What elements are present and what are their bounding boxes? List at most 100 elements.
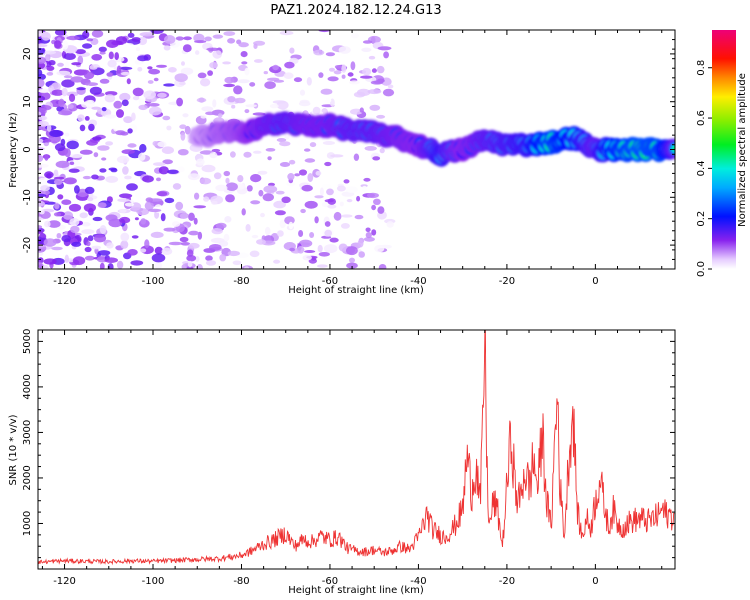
spectrogram-noise-blob [258, 189, 264, 197]
spectrogram-noise-blob [238, 42, 249, 48]
spectrogram-noise-blob [46, 72, 54, 76]
spectrogram-noise-blob [58, 110, 72, 116]
spectrogram-noise-blob [182, 113, 189, 118]
spectrogram-x-axis-label: Height of straight line (km) [288, 285, 424, 296]
spectrogram-noise-blob [79, 149, 93, 155]
spectrogram-noise-blob [268, 33, 275, 38]
spectrogram-noise-blob [294, 173, 301, 177]
spectrogram-noise-blob [327, 204, 337, 209]
spectrogram-noise-blob [279, 30, 294, 36]
spectrogram-noise-blob [273, 79, 285, 83]
spectrogram-noise-blob [148, 106, 162, 116]
spectrogram-noise-blob [353, 153, 360, 161]
spectrogram-noise-blob [43, 238, 57, 247]
spectrogram-noise-blob [115, 36, 128, 45]
spectrogram-noise-blob [206, 47, 220, 51]
spectrogram-noise-blob [54, 178, 63, 186]
spectrogram-noise-blob [144, 201, 154, 211]
spectrogram-noise-blob [120, 240, 129, 249]
spectrogram-noise-blob [274, 210, 286, 216]
y-tick-label: 2000 [22, 465, 33, 490]
spectrogram-noise-blob [179, 81, 186, 86]
figure-title: PAZ1.2024.182.12.24.G13 [270, 3, 441, 18]
spectrogram-noise-blob [309, 142, 317, 148]
spectrogram-noise-blob [74, 250, 83, 256]
spectrogram-noise-blob [79, 212, 88, 219]
spectrogram-noise-blob [279, 219, 286, 229]
spectrogram-noise-blob [205, 260, 217, 266]
spectrogram-noise-blob [62, 40, 69, 50]
spectrogram-noise-blob [324, 229, 333, 237]
spectrogram-noise-blob [69, 218, 80, 226]
spectrogram-noise-blob [267, 156, 272, 161]
spectrogram-noise-blob [325, 98, 332, 103]
spectrogram-noise-blob [84, 246, 92, 253]
spectrogram-noise-blob [249, 250, 260, 258]
spectrogram-noise-blob [370, 80, 384, 85]
spectrogram-noise-blob [188, 242, 200, 249]
spectrogram-noise-blob [147, 208, 162, 213]
spectrogram-noise-blob [358, 251, 366, 258]
y-tick-label: 5000 [22, 329, 33, 354]
spectrogram-noise-blob [223, 31, 236, 36]
spectrogram-noise-blob [58, 98, 65, 108]
spectrogram-noise-blob [101, 107, 107, 112]
spectrogram-noise-blob [177, 149, 189, 156]
spectrogram-noise-blob [77, 114, 85, 122]
spectrogram-noise-blob [204, 36, 212, 42]
spectrogram-noise-blob [317, 264, 328, 268]
spectrogram-noise-blob [243, 266, 250, 269]
spectrogram-noise-blob [86, 85, 91, 91]
spectrogram-noise-blob [326, 188, 334, 196]
spectrogram-noise-blob [44, 220, 51, 228]
spectrogram-noise-blob [69, 161, 75, 165]
spectrogram-noise-blob [201, 106, 214, 112]
spectrogram-noise-blob [64, 61, 70, 70]
spectrogram-noise-blob [265, 148, 276, 152]
spectrogram-noise-blob [257, 170, 268, 175]
spectrogram-noise-blob [66, 140, 79, 150]
x-tick-label: 0 [592, 276, 598, 287]
spectrogram-noise-blob [211, 148, 221, 153]
spectrogram-noise-blob [341, 74, 346, 79]
spectrogram-noise-blob [237, 175, 244, 183]
colorbar-tick-label: 0.0 [696, 261, 707, 277]
spectrogram-noise-blob [286, 181, 296, 187]
spectrogram-noise-blob [84, 255, 95, 261]
spectrogram-noise-blob [106, 39, 119, 48]
spectrogram-noise-blob [38, 163, 49, 168]
spectrogram-noise-blob [272, 64, 279, 71]
snr-x-ticks: -120 -100 -80 -60 -40 -20 0 [41, 330, 663, 587]
spectrogram-noise-blob [373, 198, 381, 205]
spectrogram-noise-blob [158, 166, 169, 175]
y-tick-label: 4000 [22, 374, 33, 399]
spectrogram-noise-blob [172, 221, 181, 227]
spectrogram-noise-blob [71, 62, 82, 66]
spectrogram-noise-blob [140, 218, 147, 225]
spectrogram-noise-blob [182, 44, 192, 53]
spectrogram-noise-blob [329, 237, 339, 243]
snr-y-axis-label: SNR (10 * v/v) [8, 414, 19, 485]
spectrogram-noise-blob [213, 172, 222, 180]
spectrogram-noise-blob [293, 77, 303, 83]
spectrogram-noise-blob [54, 40, 62, 49]
spectrogram-noise-blob [179, 236, 189, 243]
spectrogram-noise-blob [356, 195, 361, 202]
spectrogram-noise-blob [43, 258, 57, 265]
spectrogram-noise-blob [157, 92, 167, 98]
spectrogram-noise-blob [341, 64, 347, 73]
spectrogram-noise-blob [354, 214, 364, 220]
spectrogram-noise-blob [377, 46, 392, 51]
spectrogram-noise-blob [319, 187, 324, 196]
snr-frame [37, 329, 676, 570]
spectrogram-noise-blob [307, 173, 314, 182]
spectrogram-noise-blob [139, 248, 147, 253]
spectrogram-noise-blob [104, 257, 118, 264]
spectrogram-noise-blob [135, 190, 142, 200]
spectrogram-noise-blob [110, 168, 118, 173]
spectrogram-noise-blob [323, 244, 338, 254]
spectrogram-noise-blob [161, 247, 173, 255]
colorbar-ticks: 0.0 0.2 0.4 0.6 0.8 [696, 60, 712, 277]
spectrogram-noise-blob [232, 260, 242, 266]
spectrogram-noise-blob [345, 186, 358, 194]
